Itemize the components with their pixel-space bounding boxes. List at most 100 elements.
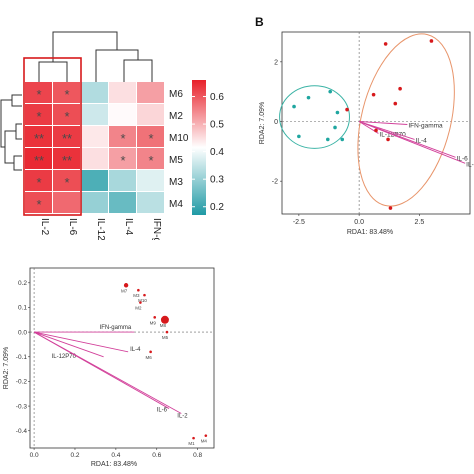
- heatmap-cell: [25, 148, 52, 169]
- heatmap-cell: [109, 192, 136, 213]
- column-dendrogram: [38, 31, 153, 82]
- column-label: IFN-gamma: [151, 218, 162, 240]
- arrow-label: IL-6: [457, 155, 469, 162]
- sample-point: [139, 301, 142, 304]
- significance-star: **: [34, 131, 44, 146]
- point-label: M8: [160, 323, 167, 328]
- y-tick-label: 2: [274, 59, 278, 66]
- arrow-label: IL-2: [466, 161, 474, 168]
- heatmap-cell: [25, 104, 52, 125]
- point-label: M6: [145, 355, 152, 360]
- heatmap-stars: * ** *** ** * *** ** * ** **: [34, 87, 154, 212]
- sample-point: [123, 283, 129, 288]
- x-tick-label: 0.6: [152, 452, 161, 459]
- colorbar-ticks: 0.6 0.5 0.4 0.3 0.2: [192, 92, 224, 213]
- significance-star: *: [120, 153, 125, 168]
- sample-point: [306, 95, 311, 100]
- sample-point: [292, 104, 296, 109]
- column-label: IL-6: [67, 218, 78, 236]
- heatmap-cell: [53, 192, 80, 213]
- row-label: M6: [169, 89, 183, 100]
- x-tick-label: 0.4: [111, 452, 120, 459]
- heatmap-cell: [137, 104, 164, 125]
- rda-panel-b: IFN-gammaIL-12P70IL-4IL-6IL-2-2.50.02.52…: [259, 31, 474, 236]
- sample-point: [328, 89, 333, 94]
- y-tick-label: -0.1: [16, 354, 28, 361]
- significance-star: *: [120, 131, 125, 146]
- heatmap-cell: [81, 148, 108, 169]
- arrow-label: IFN-gamma: [100, 325, 132, 331]
- significance-star: **: [34, 153, 44, 168]
- column-labels: IL-2 IL-6 IL-12P70 IL-4 IFN-gamma: [39, 218, 162, 240]
- row-dendrogram: [0, 94, 22, 171]
- y-tick-label: -0.2: [16, 379, 28, 386]
- loading-arrow: [33, 331, 182, 414]
- sample-point: [325, 137, 330, 142]
- arrow-label: IL-4: [130, 347, 141, 353]
- panel-b-label-wrap: B: [255, 13, 264, 31]
- sample-point: [165, 330, 169, 334]
- loading-arrow: [358, 121, 466, 164]
- colorbar-tick-label: 0.2: [210, 202, 224, 213]
- row-label: M5: [169, 155, 183, 166]
- y-axis-label: RDA2: 7.09%: [3, 347, 10, 389]
- sample-point: [143, 293, 146, 297]
- sample-point: [371, 92, 376, 97]
- significance-star: *: [36, 109, 41, 124]
- heatmap-cell: [137, 82, 164, 103]
- heatmap-cell: [53, 104, 80, 125]
- significance-star: *: [64, 87, 69, 102]
- row-labels: M6 M2 M10 M5 M3 M4: [169, 89, 189, 210]
- group-ellipse: [279, 85, 350, 149]
- y-tick-label: 0.2: [18, 280, 27, 287]
- y-axis-label: RDA2: 7.09%: [259, 102, 266, 144]
- sample-point: [137, 288, 140, 292]
- y-tick-label: -2: [272, 179, 278, 186]
- heatmap-cell: [25, 82, 52, 103]
- significance-star: *: [64, 109, 69, 124]
- sample-point: [374, 128, 378, 133]
- sample-point: [388, 206, 393, 210]
- heatmap-cell: [109, 82, 136, 103]
- x-tick-label: 0.8: [193, 452, 202, 459]
- heatmap-cell: [81, 192, 108, 213]
- significance-star: **: [62, 131, 72, 146]
- heatmap-cell: [53, 170, 80, 191]
- loading-arrow: [359, 121, 408, 125]
- x-tick-label: 0.0: [30, 452, 39, 459]
- group-ellipse: [357, 33, 455, 207]
- significance-star: **: [62, 153, 72, 168]
- sample-point: [398, 86, 402, 91]
- colorbar-tick-label: 0.3: [210, 175, 224, 186]
- x-tick-label: -2.5: [293, 219, 305, 226]
- row-label: M2: [169, 111, 183, 122]
- point-label: M4: [201, 439, 208, 444]
- sample-point: [345, 107, 349, 112]
- heatmap-cell: [53, 148, 80, 169]
- sample-point: [383, 42, 388, 46]
- heatmap-cell: [137, 126, 164, 147]
- heatmap-cell: [25, 192, 52, 213]
- significance-star: *: [36, 175, 41, 190]
- heatmap-cell: [109, 170, 136, 191]
- sample-point: [297, 134, 301, 139]
- loading-arrow: [33, 331, 129, 353]
- arrow-label: IFN-gamma: [408, 122, 443, 129]
- sample-point: [204, 434, 208, 437]
- row-label: M3: [169, 177, 183, 188]
- x-tick-label: 0.2: [70, 452, 79, 459]
- heatmap-cell: [81, 104, 108, 125]
- plot-frame: [29, 267, 215, 449]
- y-tick-label: 0.1: [18, 305, 27, 312]
- heatmap-cells: [25, 82, 164, 213]
- sample-point: [340, 137, 345, 142]
- colorbar: [192, 80, 206, 215]
- y-tick-label: -0.4: [16, 428, 28, 435]
- panel-label-b: B: [255, 15, 264, 29]
- heatmap-cell: [137, 170, 164, 191]
- colorbar-tick-label: 0.4: [210, 147, 224, 158]
- point-label: M9: [150, 320, 157, 325]
- sample-point: [393, 101, 398, 106]
- heatmap-cell: [137, 148, 164, 169]
